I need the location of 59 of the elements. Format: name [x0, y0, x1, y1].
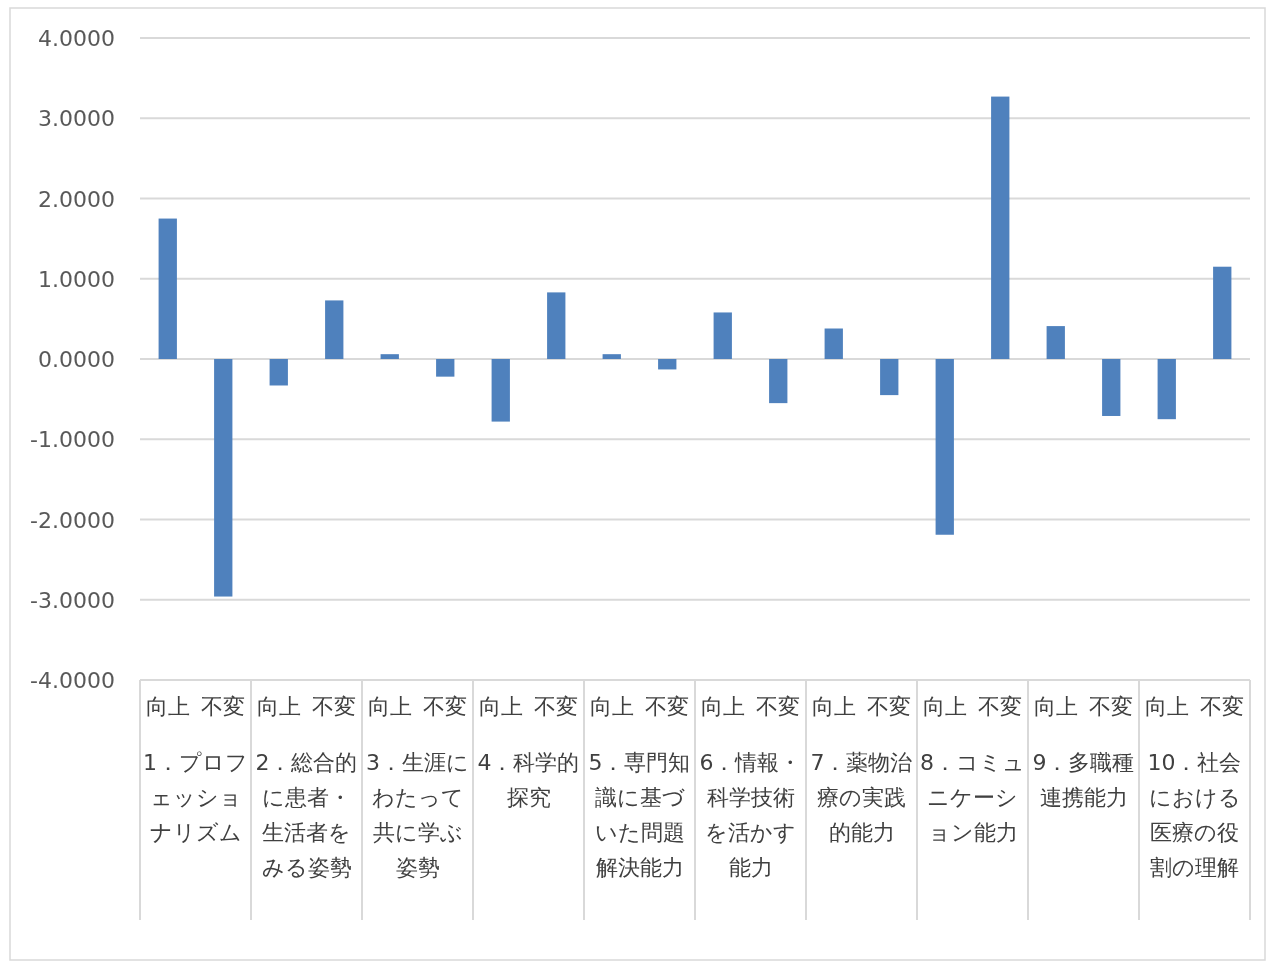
text: 6．情報・科学技術を活かす能力: [699, 750, 802, 880]
bar: [991, 96, 1010, 359]
y-tick-label: 1.0000: [38, 266, 115, 292]
x-tick-label: 不変: [1089, 694, 1134, 719]
x-tick-label: 向上: [1033, 694, 1078, 719]
text: 8．コミュニケーション能力: [920, 750, 1025, 845]
text: 3．生涯にわたって共に学ぶ姿勢: [366, 750, 469, 880]
bar: [769, 359, 788, 404]
bar: [214, 359, 233, 597]
x-tick-label: 向上: [700, 694, 745, 719]
bar: [380, 354, 399, 359]
bar: [880, 359, 899, 396]
bar: [713, 312, 732, 359]
x-tick-label: 向上: [811, 694, 856, 719]
y-tick-label: 4.0000: [38, 26, 115, 51]
x-tick-label: 不変: [867, 694, 912, 719]
x-tick-label: 向上: [256, 694, 301, 719]
x-tick-label: 向上: [589, 694, 634, 719]
text: 4．科学的探究: [477, 750, 580, 810]
bar: [1046, 326, 1065, 359]
bar: [1157, 359, 1176, 420]
x-tick-label: 不変: [756, 694, 801, 719]
bar: [269, 359, 288, 386]
y-tick-label: -3.0000: [30, 587, 115, 613]
y-tick-label: -1.0000: [30, 427, 115, 453]
x-tick-label: 向上: [1144, 694, 1189, 719]
x-tick-label: 不変: [201, 694, 246, 719]
text: 7．薬物治療の実践的能力: [810, 750, 913, 845]
text: 1．プロフェッショナリズム: [143, 750, 248, 845]
text: 10．社会における医療の役割の理解: [1147, 750, 1242, 880]
bar: [935, 359, 954, 535]
bar: [547, 292, 566, 359]
x-tick-label: 向上: [145, 694, 190, 719]
bar: [602, 354, 621, 359]
x-tick-label: 不変: [312, 694, 357, 719]
x-tick-label: 不変: [423, 694, 468, 719]
y-tick-label: 0.0000: [38, 347, 115, 372]
text: 2．総合的に患者・生活者をみる姿勢: [255, 750, 358, 880]
x-tick-label: 向上: [367, 694, 412, 719]
text: 9．多職種連携能力: [1032, 750, 1135, 810]
bar: [436, 359, 455, 377]
bar: [824, 328, 843, 359]
y-tick-label: -2.0000: [30, 507, 115, 533]
x-tick-label: 不変: [1200, 694, 1245, 719]
bar: [1102, 359, 1121, 416]
x-tick-label: 向上: [922, 694, 967, 719]
x-tick-label: 不変: [645, 694, 690, 719]
y-tick-label: 3.0000: [38, 106, 115, 132]
bar: [491, 359, 510, 422]
x-tick-label: 不変: [978, 694, 1023, 719]
bar: [1213, 266, 1232, 359]
bar: [325, 300, 344, 359]
bar: [158, 218, 177, 359]
y-tick-label: 2.0000: [38, 186, 115, 212]
text: 5．専門知識に基づいた問題解決能力: [588, 750, 691, 880]
bar: [658, 359, 677, 370]
x-tick-label: 不変: [534, 694, 579, 719]
x-tick-label: 向上: [478, 694, 523, 719]
y-tick-label: -4.0000: [30, 668, 115, 693]
